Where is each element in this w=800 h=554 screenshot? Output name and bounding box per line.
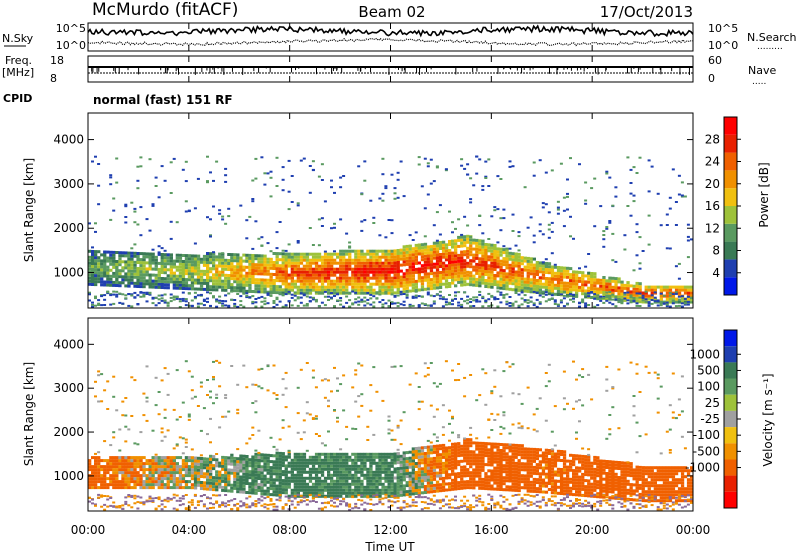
velocity-colorbar-segment	[724, 346, 737, 363]
velocity-colorbar-segment	[724, 475, 737, 492]
velocity-colorbar-tick: 1000	[689, 347, 720, 361]
freq-panel: Freq. [MHz] 18 8 60 0 Nave .....	[2, 54, 776, 87]
beam-title: Beam 02	[358, 3, 425, 21]
power-panel: 1000 2000 3000 4000 Slant Range [km]	[22, 112, 694, 309]
noise-traces	[87, 24, 694, 47]
freq-traces	[88, 66, 693, 75]
velocity-colorbar-segment	[724, 443, 737, 460]
power-colorbar-segment	[724, 188, 737, 206]
power-colorbar-tick: 4	[712, 266, 720, 280]
velocity-colorbar-tick: -100	[693, 428, 720, 442]
x-tick-label: 00:00	[71, 523, 106, 537]
power-colorbar-tick: 20	[705, 177, 720, 191]
freq-label-line1: Freq.	[5, 54, 32, 67]
noise-panel: N.Sky 10^5 10^0 10^5 10^0 N.Search .....…	[2, 22, 797, 52]
power-colorbar-tick: 8	[712, 244, 720, 258]
power-colorbar-label: Power [dB]	[757, 162, 771, 227]
station-title: McMurdo (fitACF)	[92, 0, 238, 20]
velocity-y-tick-label: 4000	[53, 337, 84, 351]
velocity-y-label: Slant Range [km]	[22, 362, 36, 466]
cpid-value: normal (fast) 151 RF	[93, 93, 233, 107]
x-tick-label: 16:00	[474, 523, 509, 537]
power-colorbar-segment	[724, 134, 737, 153]
noise-right-label: N.Search	[747, 31, 797, 44]
velocity-colorbar-segment	[724, 459, 737, 476]
freq-tick-bottom: 8	[50, 72, 57, 85]
power-colorbar-tick: 12	[705, 221, 720, 235]
velocity-colorbar-label: Velocity [m s⁻¹]	[761, 373, 775, 466]
nave-tick-bottom: 0	[708, 72, 715, 85]
velocity-y-tick-label: 3000	[53, 381, 84, 395]
noise-search-trace	[87, 37, 693, 47]
x-axis: 00:00 04:00 08:00 12:00 16:00 20:00 00:00	[71, 23, 711, 537]
velocity-y-tick-label: 2000	[53, 425, 84, 439]
velocity-colorbar-segment	[724, 410, 737, 428]
freq-tick-top: 18	[50, 54, 64, 67]
velocity-colorbar-segment	[724, 427, 737, 444]
power-colorbar-segment	[724, 206, 737, 224]
velocity-y-axis: 1000 2000 3000 4000	[53, 337, 693, 483]
power-y-tick-label: 1000	[53, 266, 84, 280]
nave-label: Nave	[748, 64, 776, 77]
power-y-tick-label: 2000	[53, 221, 84, 235]
velocity-colorbar-tick: -25	[700, 412, 720, 426]
power-colorbar-segment	[724, 277, 737, 295]
power-colorbar-segment	[724, 152, 737, 171]
velocity-colorbar-segment	[724, 362, 737, 379]
velocity-colorbar-tick: 500	[697, 363, 720, 377]
x-axis-title: Time UT	[364, 540, 415, 554]
power-colorbar-segment	[724, 223, 737, 242]
noise-left-label: N.Sky	[2, 32, 34, 45]
velocity-heatmap-cells	[88, 359, 694, 511]
power-colorbar-segment	[724, 117, 737, 135]
x-tick-label: 20:00	[575, 523, 610, 537]
noise-right-legend-dots: .........	[757, 42, 783, 52]
power-colorbar: 4 8 12 16 20 24 28 Power [dB]	[705, 116, 771, 296]
noise-left-tick-bottom: 10^0	[56, 39, 86, 52]
x-tick-label: 12:00	[373, 523, 408, 537]
velocity-colorbar-tick: -1000	[685, 461, 720, 475]
velocity-colorbar-tick: 100	[697, 380, 720, 394]
x-tick-label: 00:00	[676, 523, 711, 537]
x-tick-label: 08:00	[272, 523, 307, 537]
velocity-colorbar-segment	[724, 491, 737, 508]
nave-tick-top: 60	[708, 54, 722, 67]
power-heatmap-cells	[88, 155, 694, 308]
power-colorbar-tick: 24	[705, 155, 720, 169]
power-colorbar-segment	[724, 241, 737, 260]
power-y-axis: 1000 2000 3000 4000	[53, 133, 693, 280]
velocity-colorbar-segment	[724, 394, 737, 411]
power-colorbar-tick: 28	[705, 132, 720, 146]
noise-right-tick-bottom: 10^0	[708, 39, 738, 52]
power-y-tick-label: 4000	[53, 133, 84, 147]
cpid-label: CPID	[3, 92, 32, 105]
power-colorbar-tick: 16	[705, 199, 720, 213]
velocity-colorbar-tick: 25	[705, 396, 720, 410]
velocity-colorbar: 1000 500 100 25 -25 -100 -500 -1000 Velocity [m…	[685, 329, 775, 509]
nave-legend-dots: .....	[752, 77, 766, 87]
noise-right-tick-top: 10^5	[708, 22, 738, 35]
velocity-panel: 1000 2000 3000 4000 Slant Range [km]	[22, 317, 694, 512]
x-tick-label: 04:00	[172, 523, 207, 537]
power-colorbar-segment	[724, 170, 737, 189]
freq-label-line2: [MHz]	[2, 66, 34, 79]
velocity-colorbar-segment	[724, 330, 737, 347]
power-y-tick-label: 3000	[53, 177, 84, 191]
power-y-label: Slant Range [km]	[22, 158, 36, 262]
velocity-y-tick-label: 1000	[53, 469, 84, 483]
velocity-colorbar-segment	[724, 378, 737, 395]
velocity-colorbar-tick: -500	[693, 444, 720, 458]
noise-left-tick-top: 10^5	[56, 22, 86, 35]
noise-sky-trace	[87, 24, 694, 38]
power-colorbar-segment	[724, 259, 737, 278]
date-title: 17/Oct/2013	[600, 3, 693, 21]
